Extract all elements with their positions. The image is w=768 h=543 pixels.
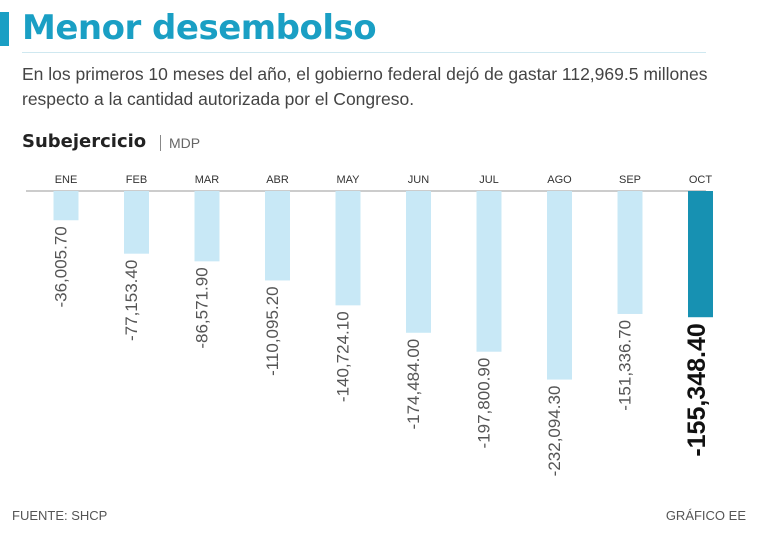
- bar: [406, 191, 431, 333]
- chart-unit: MDP: [160, 135, 200, 151]
- bar: [547, 191, 572, 380]
- data-label: -197,800.90: [474, 358, 493, 449]
- x-tick-label: MAR: [195, 174, 220, 186]
- bar: [335, 191, 361, 306]
- title-accent-bar: [0, 12, 9, 46]
- data-label: -77,153.40: [122, 260, 141, 341]
- subejercicio-bar-chart: ENE -36,005.70 FEB -77,153.40 MAR -86,571.90 A…: [26, 174, 713, 477]
- x-tick-label: OCT: [689, 174, 713, 186]
- x-tick-label: SEP: [619, 174, 641, 186]
- x-tick-label: ABR: [266, 174, 289, 186]
- bar: [124, 191, 149, 254]
- source-note: FUENTE: SHCP: [12, 508, 108, 523]
- data-label: -110,095.20: [263, 286, 282, 375]
- bar: [265, 191, 290, 281]
- data-label: -36,005.70: [51, 226, 70, 307]
- data-label: -232,094.30: [545, 386, 564, 477]
- bar: [194, 191, 220, 262]
- bar: [53, 191, 79, 221]
- bar: [476, 191, 502, 352]
- chart-label: Subejercicio: [22, 131, 147, 152]
- x-tick-label: JUL: [479, 174, 499, 186]
- x-tick-label: JUN: [408, 174, 429, 186]
- data-label: -174,484.00: [404, 339, 423, 430]
- data-label: -155,348.40: [683, 323, 711, 456]
- x-tick-label: MAY: [336, 174, 360, 186]
- x-tick-label: FEB: [126, 174, 147, 186]
- data-label: -151,336.70: [615, 320, 634, 411]
- x-tick-label: ENE: [55, 174, 78, 186]
- data-label: -140,724.10: [333, 311, 352, 402]
- x-tick-label: AGO: [547, 174, 572, 186]
- page-subtitle: En los primeros 10 meses del año, el gob…: [22, 64, 708, 109]
- graphic-credit: GRÁFICO EE: [665, 508, 746, 523]
- bar: [688, 191, 713, 318]
- data-label: -86,571.90: [192, 267, 211, 348]
- page-title: Menor desembolso: [22, 8, 377, 48]
- title-divider: [22, 52, 706, 53]
- bar: [617, 191, 643, 314]
